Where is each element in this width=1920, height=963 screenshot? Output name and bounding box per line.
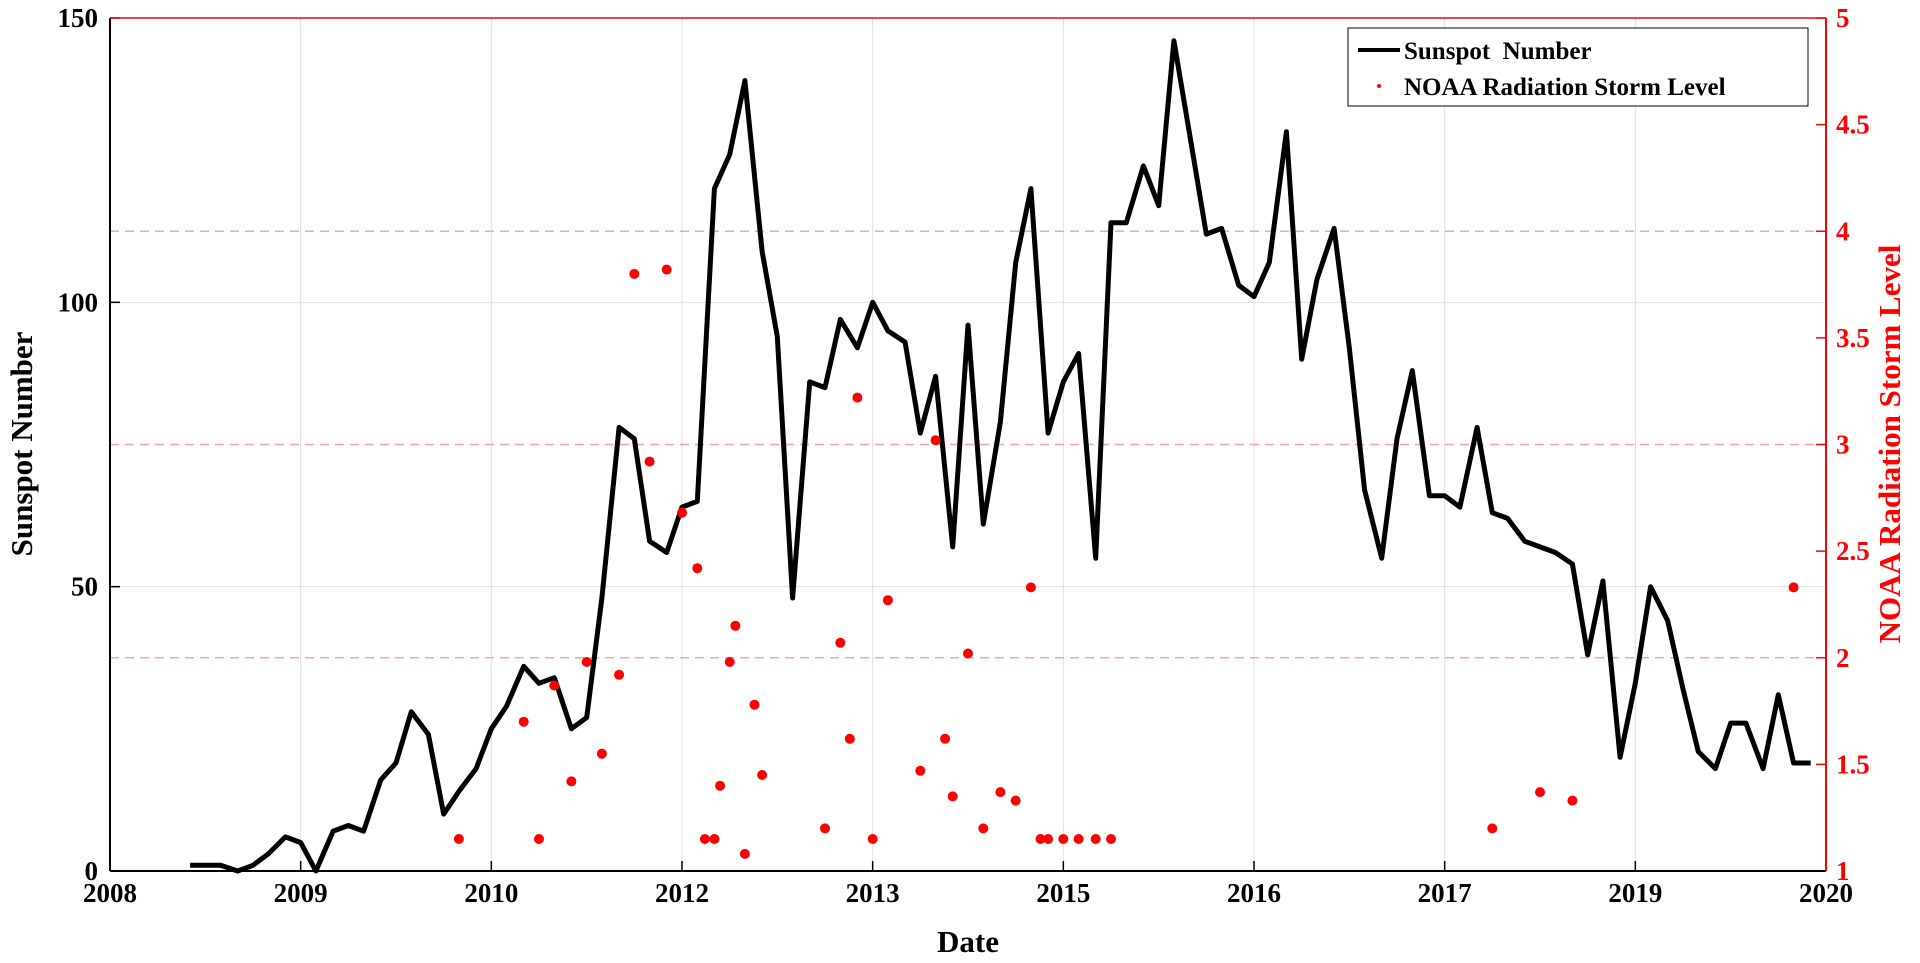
noaa-point (1043, 834, 1054, 844)
x-tick-labels: 2008 2009 2010 2012 2013 2015 2016 2017 2019 2020 (83, 878, 1853, 908)
noaa-point (629, 268, 640, 279)
noaa-point (453, 834, 464, 844)
noaa-point (1058, 834, 1069, 844)
noaa-point (1035, 834, 1046, 844)
sunspot-line (190, 38, 1811, 874)
noaa-point (882, 595, 893, 606)
noaa-point (518, 716, 529, 727)
noaa-point (1535, 787, 1545, 798)
noaa-point (596, 748, 607, 759)
x-tick-label: 2019 (1608, 878, 1662, 908)
noaa-point (1487, 823, 1498, 834)
y-tick-label-left: 50 (71, 572, 98, 602)
noaa-point (915, 765, 926, 776)
noaa-point (1073, 834, 1084, 844)
x-tick-label: 2017 (1418, 878, 1472, 908)
noaa-point (947, 791, 958, 802)
noaa-point (978, 823, 989, 834)
noaa-point (715, 780, 726, 791)
noaa-point (1567, 795, 1578, 806)
noaa-point (677, 507, 687, 518)
y-axis-title-left: Sunspot Number (4, 331, 39, 556)
y-tick-labels-right: 1 1.5 2 2.5 3 3.5 4 4.5 5 (1836, 3, 1870, 886)
noaa-point (549, 680, 560, 691)
y-tick-label-left: 100 (58, 287, 99, 317)
y-tick-label-right: 2.5 (1836, 536, 1870, 566)
noaa-point (1010, 795, 1021, 806)
noaa-point (614, 669, 625, 680)
series-sunspot-number (190, 38, 1811, 874)
noaa-point (1106, 834, 1116, 844)
noaa-point (534, 834, 544, 844)
noaa-point (566, 776, 577, 787)
y-tick-labels-left: 0 50 100 150 (58, 3, 99, 886)
noaa-point (581, 657, 592, 667)
legend: Sunspot Number NOAA Radiation Storm Leve… (1347, 27, 1809, 107)
y-tick-label-right: 3.5 (1836, 323, 1870, 353)
y-tick-label-right: 1 (1836, 856, 1850, 886)
x-tick-label: 2010 (464, 878, 518, 908)
x-tick-label: 2015 (1036, 878, 1090, 908)
noaa-point (730, 620, 741, 631)
noaa-point (739, 848, 750, 859)
noaa-point (867, 834, 878, 844)
y-tick-label-right: 4.5 (1836, 110, 1870, 140)
series-noaa-radiation-storm-level (453, 264, 1799, 859)
noaa-point (692, 563, 703, 574)
noaa-point (940, 733, 951, 744)
x-tick-label: 2016 (1227, 878, 1281, 908)
y-tick-label-right: 4 (1836, 216, 1850, 246)
y-tick-label-left: 0 (85, 856, 99, 886)
x-tick-label: 2020 (1799, 878, 1853, 908)
noaa-point (661, 264, 672, 275)
noaa-point (1025, 582, 1036, 593)
noaa-point (709, 834, 720, 844)
noaa-point (1788, 582, 1799, 593)
noaa-point (1090, 834, 1101, 844)
noaa-point (699, 834, 710, 844)
x-axis-title: Date (937, 924, 999, 959)
noaa-point (749, 699, 760, 710)
y-axis-title-right: NOAA Radiation Storm Level (1872, 244, 1907, 643)
y-tick-label-right: 3 (1836, 430, 1850, 460)
axes (109, 17, 1827, 872)
x-tick-label: 2013 (846, 878, 900, 908)
noaa-point (852, 392, 863, 403)
noaa-point (844, 733, 855, 744)
noaa-point (820, 823, 830, 834)
legend-noaa-swatch (1377, 84, 1381, 88)
x-tick-label: 2009 (274, 878, 328, 908)
legend-box (1347, 27, 1809, 107)
legend-noaa-label: NOAA Radiation Storm Level (1404, 74, 1726, 101)
noaa-point (835, 637, 846, 648)
noaa-point (644, 456, 655, 467)
legend-sunspot-label: Sunspot Number (1404, 38, 1592, 65)
y-tick-label-right: 1.5 (1836, 749, 1870, 779)
noaa-point (757, 770, 768, 780)
noaa-point (995, 787, 1006, 798)
y-tick-label-right: 5 (1836, 3, 1850, 33)
noaa-point (724, 657, 735, 667)
x-tick-label: 2012 (655, 878, 709, 908)
x-tick-label: 2008 (83, 878, 137, 908)
noaa-point (930, 435, 941, 446)
y-tick-label-left: 150 (58, 3, 99, 33)
noaa-point (963, 648, 973, 659)
y-tick-label-right: 2 (1836, 643, 1850, 673)
